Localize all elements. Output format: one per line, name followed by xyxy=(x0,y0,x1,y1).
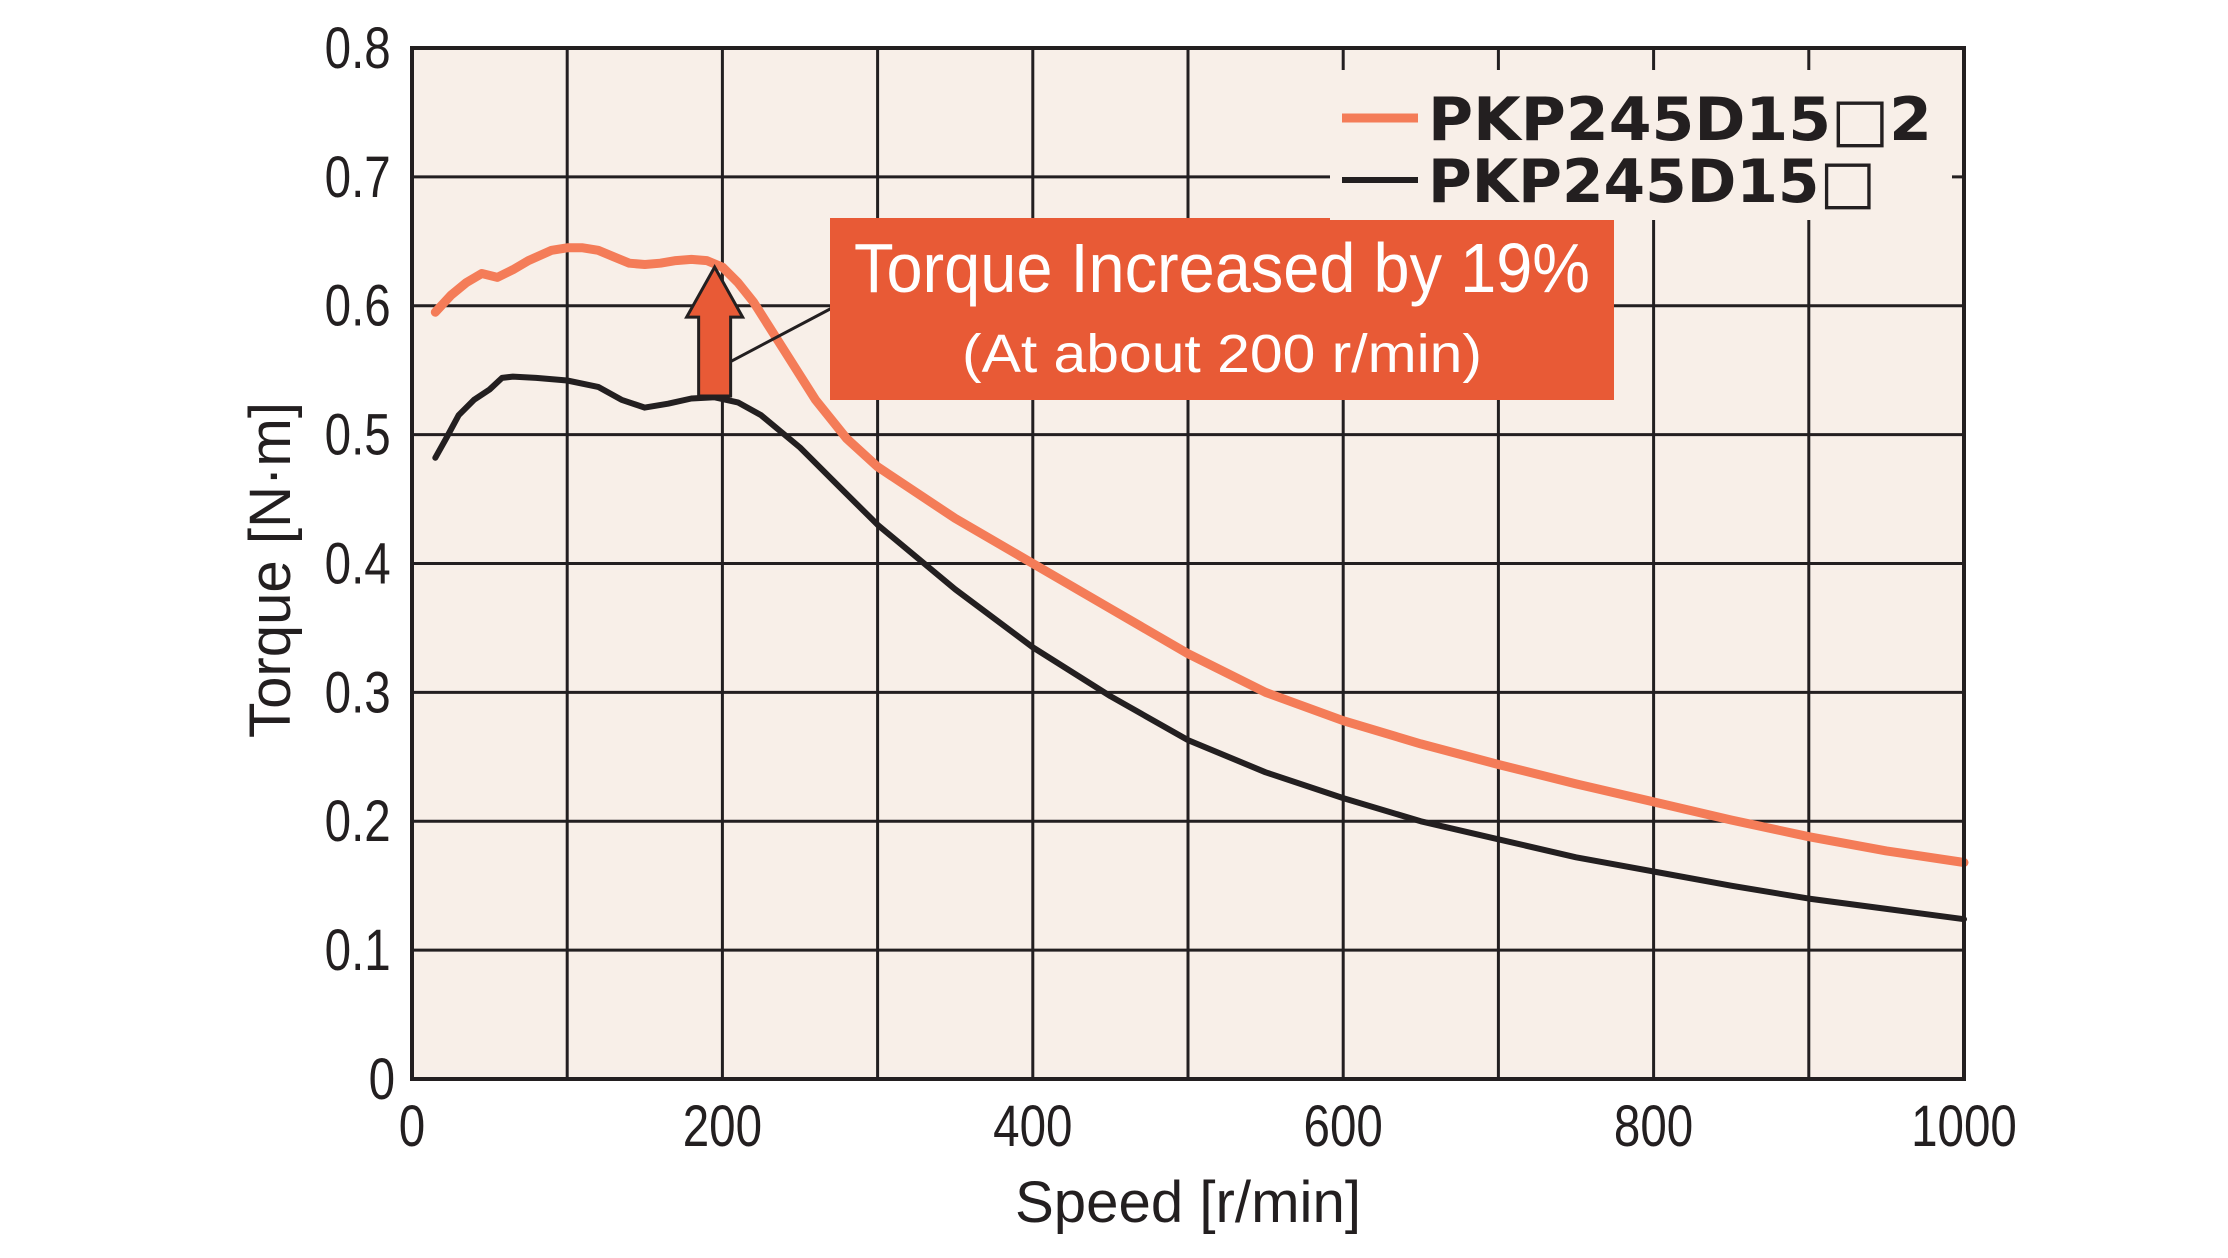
x-axis-ticks: 0 200 400 600 800 1000 xyxy=(399,1095,2017,1160)
legend: PKP245D15□2 PKP245D15□ xyxy=(1330,70,1952,220)
x-tick-label: 800 xyxy=(1614,1095,1693,1160)
y-tick-label: 0.6 xyxy=(325,274,391,339)
y-tick-label: 0.5 xyxy=(325,403,391,468)
y-tick-label: 0 xyxy=(369,1048,395,1113)
callout-leader-line xyxy=(729,306,833,363)
y-tick-label: 0.1 xyxy=(325,919,391,984)
callout-subtitle: (At about 200 r/min) xyxy=(962,324,1482,384)
y-tick-label: 0.8 xyxy=(325,17,391,82)
x-tick-label: 1000 xyxy=(1911,1095,2017,1160)
increase-arrow xyxy=(684,264,746,398)
series-layer xyxy=(430,243,1969,923)
legend-label-series-1: PKP245D15□2 xyxy=(1428,85,1932,155)
series-line-2 xyxy=(432,373,1967,923)
series-line-1 xyxy=(430,243,1969,867)
annotation-layer: Torque Increased by 19% (At about 200 r/… xyxy=(684,218,1614,400)
legend-background xyxy=(1330,70,1952,220)
x-tick-label: 200 xyxy=(683,1095,762,1160)
legend-label-series-2: PKP245D15□ xyxy=(1428,147,1876,217)
x-axis-label: Speed [r/min] xyxy=(1015,1170,1361,1235)
y-tick-label: 0.3 xyxy=(325,661,391,726)
callout-title: Torque Increased by 19% xyxy=(854,229,1590,307)
y-tick-label: 0.2 xyxy=(325,790,391,855)
plot-border xyxy=(410,46,1966,1081)
callout-box xyxy=(830,218,1614,400)
y-tick-label: 0.4 xyxy=(325,532,391,597)
x-tick-label: 400 xyxy=(993,1095,1072,1160)
y-axis-ticks: 0 0.1 0.2 0.3 0.4 0.5 0.6 0.7 0.8 xyxy=(325,17,395,1113)
y-axis-label: Torque [N·m] xyxy=(238,402,303,738)
x-tick-label: 600 xyxy=(1304,1095,1383,1160)
x-tick-label: 0 xyxy=(399,1095,425,1160)
y-tick-label: 0.7 xyxy=(325,145,391,210)
